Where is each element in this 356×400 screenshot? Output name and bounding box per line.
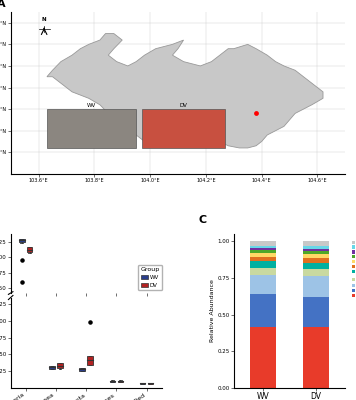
Bar: [250, 294, 276, 327]
Bar: [110, 381, 115, 382]
Bar: [303, 251, 329, 254]
FancyBboxPatch shape: [142, 109, 225, 148]
Bar: [303, 246, 329, 250]
Bar: [57, 363, 63, 368]
Text: WV: WV: [87, 103, 96, 108]
Bar: [303, 276, 329, 297]
Bar: [250, 253, 276, 257]
Point: [19, 257, 25, 264]
Bar: [87, 356, 93, 364]
Bar: [250, 241, 276, 246]
Bar: [250, 257, 276, 262]
FancyBboxPatch shape: [47, 109, 136, 148]
Bar: [303, 269, 329, 276]
Legend: Orthers, Streptophyta, Firmicutes, Planctomycetes, Verrucomicrobia, Chloroflexi,: Orthers, Streptophyta, Firmicutes, Planc…: [350, 233, 356, 300]
Bar: [303, 241, 329, 246]
Bar: [148, 383, 153, 384]
Bar: [250, 246, 276, 248]
Point: [87, 319, 93, 326]
Bar: [303, 254, 329, 258]
Bar: [27, 248, 32, 252]
Bar: [250, 268, 276, 275]
Bar: [250, 248, 276, 250]
Bar: [117, 381, 123, 382]
Y-axis label: Relative Abundance: Relative Abundance: [210, 280, 215, 342]
Point: [19, 279, 25, 285]
Bar: [303, 258, 329, 263]
Text: N: N: [42, 17, 46, 22]
Text: C: C: [198, 215, 206, 225]
Bar: [303, 250, 329, 251]
Bar: [79, 368, 85, 370]
Bar: [140, 383, 145, 384]
Bar: [303, 263, 329, 269]
Legend: WV, DV: WV, DV: [138, 265, 162, 290]
Bar: [19, 239, 25, 242]
Text: DV: DV: [180, 103, 188, 108]
Point: [253, 110, 259, 117]
Bar: [250, 327, 276, 388]
Polygon shape: [47, 34, 323, 148]
Text: A: A: [0, 0, 6, 9]
Bar: [250, 275, 276, 294]
Bar: [303, 297, 329, 327]
Bar: [250, 250, 276, 253]
Bar: [49, 366, 55, 368]
Bar: [250, 262, 276, 268]
Bar: [303, 327, 329, 388]
